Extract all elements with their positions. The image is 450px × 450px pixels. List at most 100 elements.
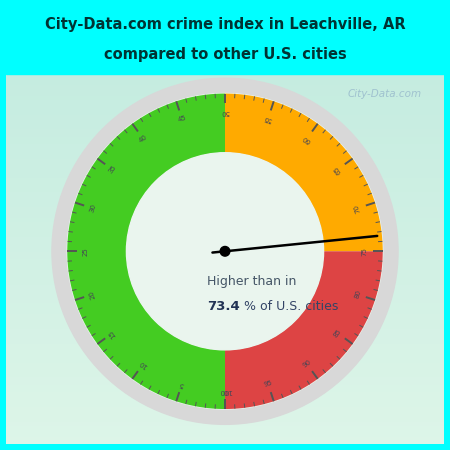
Text: Higher than in: Higher than in [207, 275, 297, 288]
Bar [6, 337, 444, 340]
Text: City-Data.com crime index in Leachville, AR: City-Data.com crime index in Leachville,… [45, 18, 405, 32]
Bar [6, 381, 444, 385]
Bar [6, 207, 444, 211]
Bar [6, 274, 444, 278]
Bar [6, 189, 444, 192]
Bar [6, 344, 444, 348]
Bar [6, 292, 444, 296]
Bar [6, 318, 444, 322]
Bar [6, 237, 444, 240]
Bar [6, 230, 444, 233]
Bar [6, 296, 444, 300]
Bar [6, 211, 444, 215]
Bar [6, 255, 444, 259]
Text: compared to other U.S. cities: compared to other U.S. cities [104, 47, 346, 63]
Circle shape [220, 247, 230, 256]
Text: 73.4: 73.4 [207, 300, 240, 313]
Bar [6, 326, 444, 329]
Text: 90: 90 [302, 359, 312, 369]
Bar [6, 263, 444, 266]
Bar [6, 333, 444, 337]
Bar [6, 233, 444, 237]
Bar [6, 177, 444, 181]
Bar [6, 433, 444, 436]
Text: 30: 30 [88, 203, 97, 213]
Bar [6, 403, 444, 407]
Bar [6, 107, 444, 111]
Bar [6, 196, 444, 200]
Bar [6, 181, 444, 185]
Bar [6, 203, 444, 207]
Bar [6, 266, 444, 270]
Bar [6, 122, 444, 126]
Bar [6, 118, 444, 122]
Bar [6, 363, 444, 366]
Bar [6, 140, 444, 144]
Text: 15: 15 [107, 328, 117, 338]
Bar [6, 378, 444, 381]
Bar [6, 385, 444, 388]
Bar [6, 315, 444, 318]
Bar [6, 351, 444, 355]
Bar [6, 137, 444, 140]
Bar [6, 170, 444, 174]
Polygon shape [225, 251, 382, 409]
Bar [6, 388, 444, 392]
Bar [6, 174, 444, 177]
Bar [6, 130, 444, 133]
Bar [6, 244, 444, 248]
Bar [6, 92, 444, 96]
Bar [6, 159, 444, 163]
Text: 10: 10 [138, 359, 148, 369]
Bar [6, 429, 444, 433]
Circle shape [126, 153, 324, 350]
Text: 35: 35 [107, 164, 117, 175]
Text: City-Data.com: City-Data.com [348, 89, 422, 99]
Bar [6, 307, 444, 311]
Bar [6, 441, 444, 444]
Bar [6, 6, 444, 74]
Text: 55: 55 [263, 115, 273, 123]
Bar [6, 407, 444, 411]
Bar [6, 163, 444, 166]
Text: 45: 45 [177, 115, 187, 123]
Bar [6, 436, 444, 441]
Bar [6, 374, 444, 378]
Bar [6, 259, 444, 263]
Text: 70: 70 [353, 203, 362, 213]
Bar [6, 278, 444, 281]
Bar [6, 81, 444, 85]
Bar [6, 411, 444, 414]
Bar [6, 348, 444, 351]
Bar [6, 248, 444, 252]
Bar [6, 340, 444, 344]
Bar [6, 222, 444, 225]
Text: 25: 25 [83, 247, 89, 256]
Text: 95: 95 [263, 379, 273, 388]
Polygon shape [225, 94, 382, 251]
Bar [6, 426, 444, 429]
Bar [6, 366, 444, 370]
Bar [6, 155, 444, 159]
Text: 5: 5 [179, 380, 185, 387]
Bar [6, 322, 444, 326]
Bar [6, 422, 444, 426]
Bar [6, 392, 444, 396]
Bar [6, 74, 444, 77]
Bar [6, 85, 444, 89]
Bar [6, 303, 444, 307]
Bar [6, 126, 444, 130]
Bar [6, 96, 444, 100]
Bar [6, 285, 444, 288]
Bar [6, 400, 444, 403]
Bar [6, 192, 444, 196]
Text: % of U.S. cities: % of U.S. cities [240, 300, 339, 313]
Bar [6, 218, 444, 222]
Bar [6, 77, 444, 81]
Bar [6, 370, 444, 374]
Bar [6, 166, 444, 170]
Bar [6, 311, 444, 315]
Bar [6, 414, 444, 418]
Text: 80: 80 [353, 289, 362, 300]
Text: 20: 20 [88, 289, 97, 300]
